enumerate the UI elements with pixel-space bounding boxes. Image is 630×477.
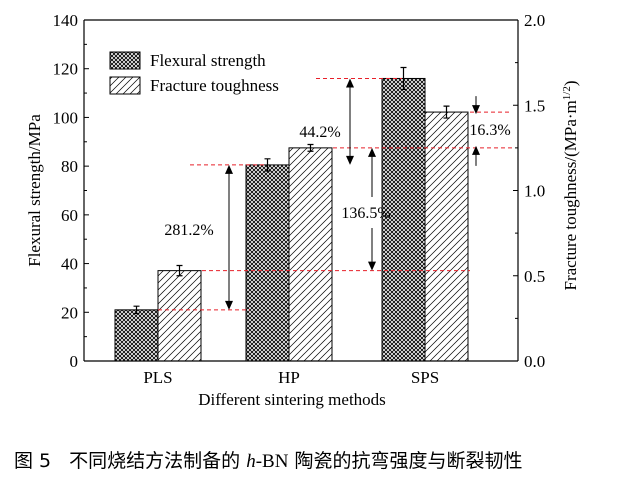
errorbar-toughness-hp [307, 143, 314, 152]
left-tick-label-20: 20 [61, 303, 78, 322]
bar-flexural-sps [381, 77, 426, 362]
caption-bn: -BN [255, 451, 289, 472]
left-tick-label-40: 40 [61, 255, 78, 274]
right-tick-label-0.0: 0.0 [524, 352, 545, 371]
left-tick-label-80: 80 [61, 157, 78, 176]
figure-number: 图 5 [14, 450, 52, 472]
y-axis-label-left: Flexural strength/MPa [25, 114, 44, 267]
arrow-44-head-top [346, 78, 354, 88]
errorbar-toughness-sps [443, 105, 450, 119]
right-tick-label-0.5: 0.5 [524, 267, 545, 286]
right-tick-label-1.5: 1.5 [524, 96, 545, 115]
left-tick-label-120: 120 [53, 60, 79, 79]
bar-toughness-hp [288, 147, 333, 362]
left-tick-label-100: 100 [53, 108, 79, 127]
annotation-16-3pct: 16.3% [469, 122, 510, 139]
errorbar-toughness-pls [176, 264, 183, 277]
left-tick-label-60: 60 [61, 206, 78, 225]
left-tick-label-140: 140 [53, 11, 79, 30]
legend-label-flexural: Flexural strength [150, 51, 266, 70]
y-axis-label-right: Fracture toughness/(MPa·m1/2) [561, 80, 580, 290]
bar-toughness-sps [424, 111, 469, 362]
arrow-44-head-bottom [346, 155, 354, 165]
arrow-16-head-top [472, 105, 480, 115]
bar-flexural-hp [245, 164, 290, 362]
annotation-281-2pct: 281.2% [164, 222, 213, 239]
annotation-136-5pct: 136.5% [341, 205, 390, 222]
right-tick-label-2.0: 2.0 [524, 11, 545, 30]
caption-text-before: 不同烧结方法制备的 [69, 450, 247, 472]
figure-caption: 图 5 不同烧结方法制备的 h-BN 陶瓷的抗弯强度与断裂韧性 [14, 446, 522, 473]
errorbar-flexural-hp [264, 158, 271, 172]
bar-chart: 281.2% 44.2% 136.5% 16.3% 0 20 40 60 80 100 120 140… [25, 11, 580, 409]
arrow-281-head-bottom [225, 300, 233, 310]
caption-text-after: 陶瓷的抗弯强度与断裂韧性 [288, 450, 523, 472]
annotation-44-2pct: 44.2% [299, 124, 340, 141]
legend-label-toughness: Fracture toughness [150, 76, 279, 95]
bar-flexural-pls [114, 309, 159, 362]
arrow-136-head-top [368, 147, 376, 157]
arrow-16-head-bottom [472, 145, 480, 155]
errorbar-flexural-sps [400, 66, 407, 91]
caption-italic-h: h [246, 451, 256, 472]
arrow-136-head-bottom [368, 261, 376, 271]
x-tick-label-sps: SPS [411, 368, 439, 387]
legend-swatch-toughness [109, 76, 141, 95]
legend-swatch-flexural [109, 51, 141, 70]
x-axis-label: Different sintering methods [198, 390, 386, 409]
x-tick-label-hp: HP [278, 368, 300, 387]
bar-toughness-pls [157, 270, 202, 362]
chart-container: 281.2% 44.2% 136.5% 16.3% 0 20 40 60 80 100 120 140… [25, 11, 580, 409]
arrow-281-head-top [225, 164, 233, 174]
left-tick-label-0: 0 [70, 352, 79, 371]
right-tick-label-1.0: 1.0 [524, 182, 545, 201]
x-tick-label-pls: PLS [143, 368, 172, 387]
errorbar-flexural-pls [133, 305, 140, 315]
